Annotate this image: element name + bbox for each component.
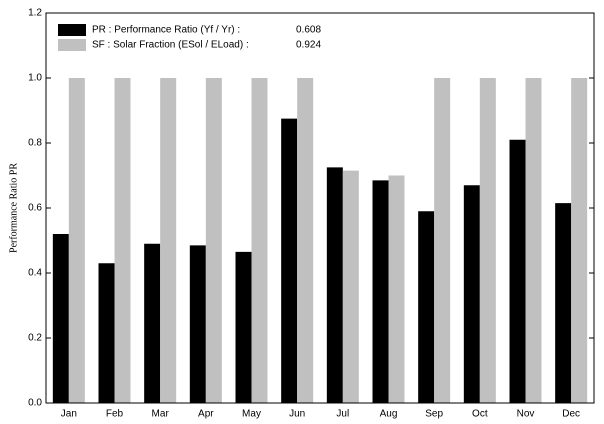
legend-label: PR : Performance Ratio (Yf / Yr) : <box>92 25 240 36</box>
bar <box>418 211 435 403</box>
y-tick-label: 1.2 <box>28 8 42 19</box>
bar <box>372 180 389 403</box>
x-tick-label: Feb <box>106 409 124 420</box>
bar <box>98 263 115 403</box>
legend-swatch <box>58 39 86 51</box>
legend-label: SF : Solar Fraction (ESol / ELoad) : <box>92 40 249 51</box>
y-tick-label: 0.0 <box>28 398 42 409</box>
x-tick-label: Aug <box>380 409 398 420</box>
y-axis-label: Performance Ratio PR <box>8 163 19 253</box>
y-tick-label: 0.8 <box>28 138 42 149</box>
legend-value: 0.924 <box>296 40 321 51</box>
bar <box>160 78 177 403</box>
bar <box>281 118 298 403</box>
bar <box>205 78 222 403</box>
x-tick-label: Oct <box>472 409 488 420</box>
x-tick-label: May <box>242 409 261 420</box>
bar <box>571 78 588 403</box>
bar <box>235 251 252 403</box>
x-tick-label: Jun <box>289 409 305 420</box>
x-tick-label: Nov <box>517 409 535 420</box>
bar <box>297 78 314 403</box>
x-tick-label: Apr <box>198 409 214 420</box>
bar <box>479 78 496 403</box>
x-tick-label: Jan <box>61 409 77 420</box>
bar <box>555 203 572 403</box>
bar <box>388 175 405 403</box>
y-tick-label: 1.0 <box>28 73 42 84</box>
bar <box>251 78 268 403</box>
bar <box>52 234 69 403</box>
bar <box>463 185 480 403</box>
bar <box>326 167 343 403</box>
bar <box>509 139 526 403</box>
y-tick-label: 0.2 <box>28 333 42 344</box>
legend-swatch <box>58 24 86 36</box>
y-tick-label: 0.4 <box>28 268 42 279</box>
x-tick-label: Sep <box>425 409 443 420</box>
bar <box>68 78 85 403</box>
bar <box>144 243 161 403</box>
bar <box>114 78 131 403</box>
legend-value: 0.608 <box>296 25 321 36</box>
x-tick-label: Jul <box>336 409 349 420</box>
x-tick-label: Dec <box>562 409 580 420</box>
bar <box>525 78 542 403</box>
bar <box>189 245 206 403</box>
bar <box>342 170 359 403</box>
bar <box>434 78 451 403</box>
y-tick-label: 0.6 <box>28 203 42 214</box>
plot-frame <box>45 12 595 404</box>
x-tick-label: Mar <box>152 409 170 420</box>
